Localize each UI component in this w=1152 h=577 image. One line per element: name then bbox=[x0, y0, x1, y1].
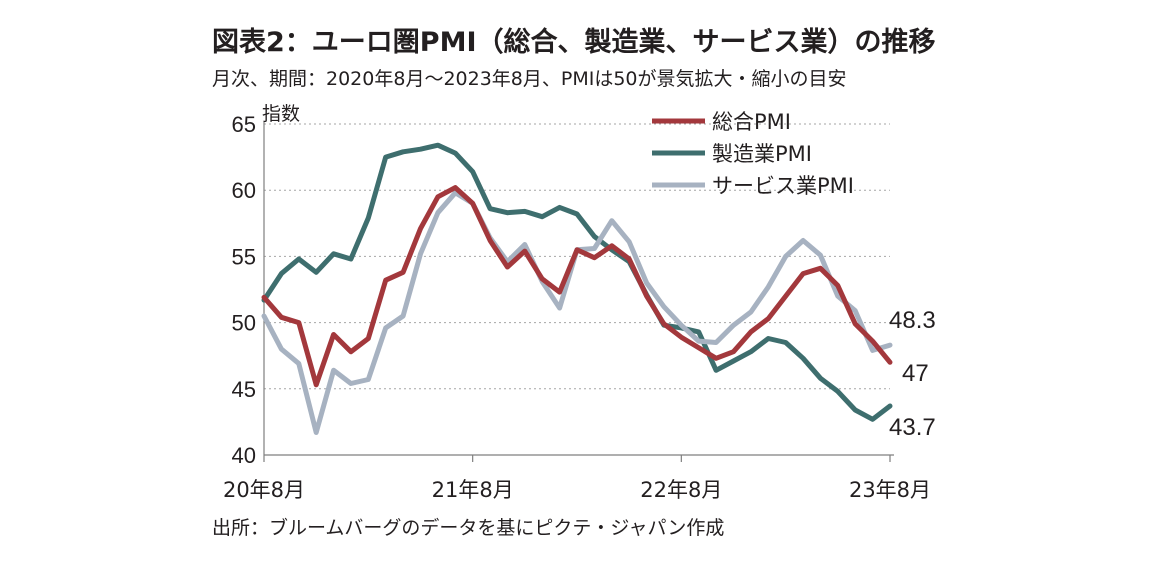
y-axis-label: 指数 bbox=[262, 103, 301, 125]
end-label: 48.3 bbox=[889, 307, 936, 334]
series-line bbox=[261, 190, 893, 435]
series-line bbox=[261, 185, 893, 388]
legend: 総合PMI 製造業PMI サービス業PMI bbox=[652, 110, 854, 198]
end-labels: 47 43.7 48.3 bbox=[889, 307, 936, 441]
chart-subtitle: 月次、期間：2020年8月～2023年8月、PMIは50が景気拡大・縮小の目安 bbox=[212, 68, 847, 90]
end-label: 43.7 bbox=[889, 414, 936, 441]
end-label: 47 bbox=[902, 360, 929, 387]
y-tick-label: 65 bbox=[232, 112, 256, 137]
chart-title: 図表2：ユーロ圏PMI（総合、製造業、サービス業）の推移 bbox=[212, 27, 936, 58]
x-tick-label: 20年8月 bbox=[223, 478, 305, 502]
legend-label: 総合PMI bbox=[712, 110, 791, 134]
x-tick-label: 21年8月 bbox=[432, 478, 514, 502]
y-tick-label: 45 bbox=[232, 377, 256, 402]
source-note: 出所：ブルームバーグのデータを基にピクテ・ジャパン作成 bbox=[212, 517, 725, 539]
y-tick-labels: 40 45 50 55 60 65 bbox=[232, 112, 256, 468]
y-tick-label: 60 bbox=[232, 178, 256, 203]
y-tick-label: 55 bbox=[232, 244, 256, 269]
y-tick-label: 50 bbox=[232, 311, 256, 336]
x-tick-label: 22年8月 bbox=[640, 478, 722, 502]
y-tick-label: 40 bbox=[232, 443, 256, 468]
x-tick-labels: 20年8月 21年8月 22年8月 23年8月 bbox=[223, 478, 931, 502]
x-tick-label: 23年8月 bbox=[849, 478, 931, 502]
axes bbox=[263, 122, 894, 462]
legend-label: 製造業PMI bbox=[712, 142, 812, 166]
legend-label: サービス業PMI bbox=[712, 174, 854, 198]
series-line bbox=[261, 142, 893, 422]
series-lines bbox=[261, 142, 893, 435]
